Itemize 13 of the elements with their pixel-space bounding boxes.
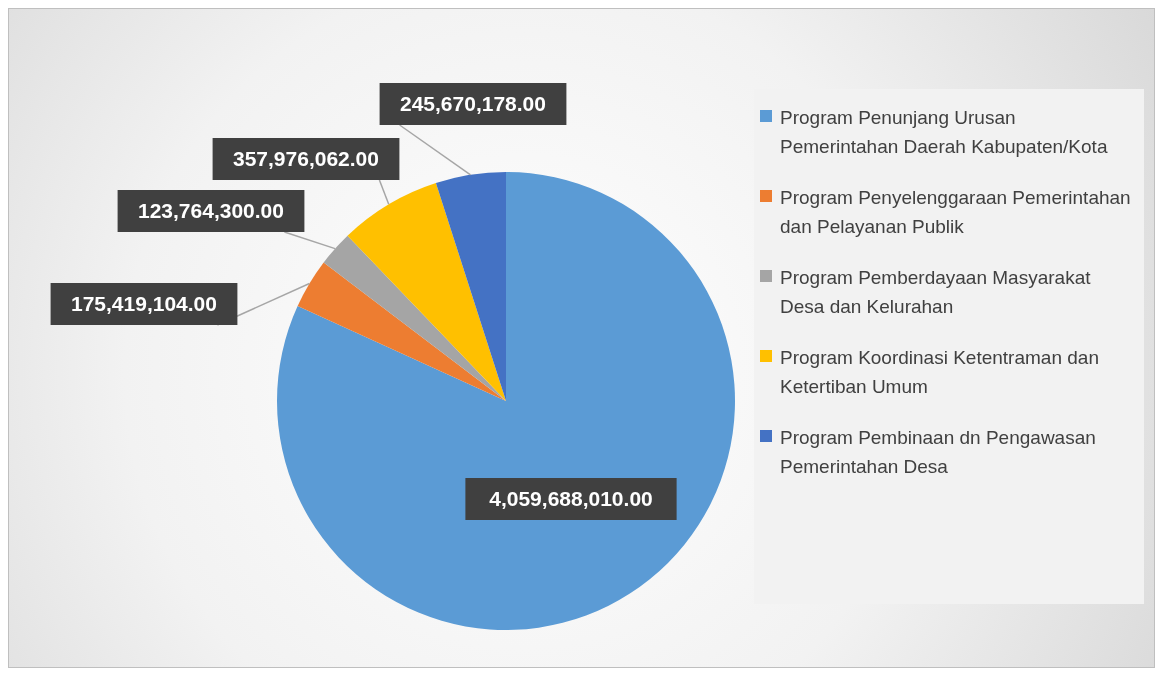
data-label: 245,670,178.00: [400, 92, 546, 115]
legend-label: Program Penyelenggaraan Pemerintahan dan Pelayanan Publik: [780, 186, 1132, 239]
legend-label: Program Penunjang Urusan Pemerintahan Daerah Kabupaten/Kota: [780, 106, 1109, 159]
legend-label: Program Pemberdayaan Masyarakat Desa dan Kelurahan: [780, 266, 1092, 319]
legend-label: Program Koordinasi Ketentraman dan Ketertiban Umum: [780, 346, 1100, 399]
pie-slice: [297, 262, 506, 401]
pie-slice: [347, 182, 506, 401]
data-label: 357,976,062.00: [233, 147, 379, 170]
legend-label: Program Pembinaan dn Pengawasan Pemerintahan Desa: [780, 426, 1097, 479]
data-label: 175,419,104.00: [71, 292, 217, 315]
data-label: 123,764,300.00: [138, 199, 284, 222]
pie-slice: [435, 172, 506, 401]
data-label: 4,059,688,010.00: [489, 487, 653, 510]
